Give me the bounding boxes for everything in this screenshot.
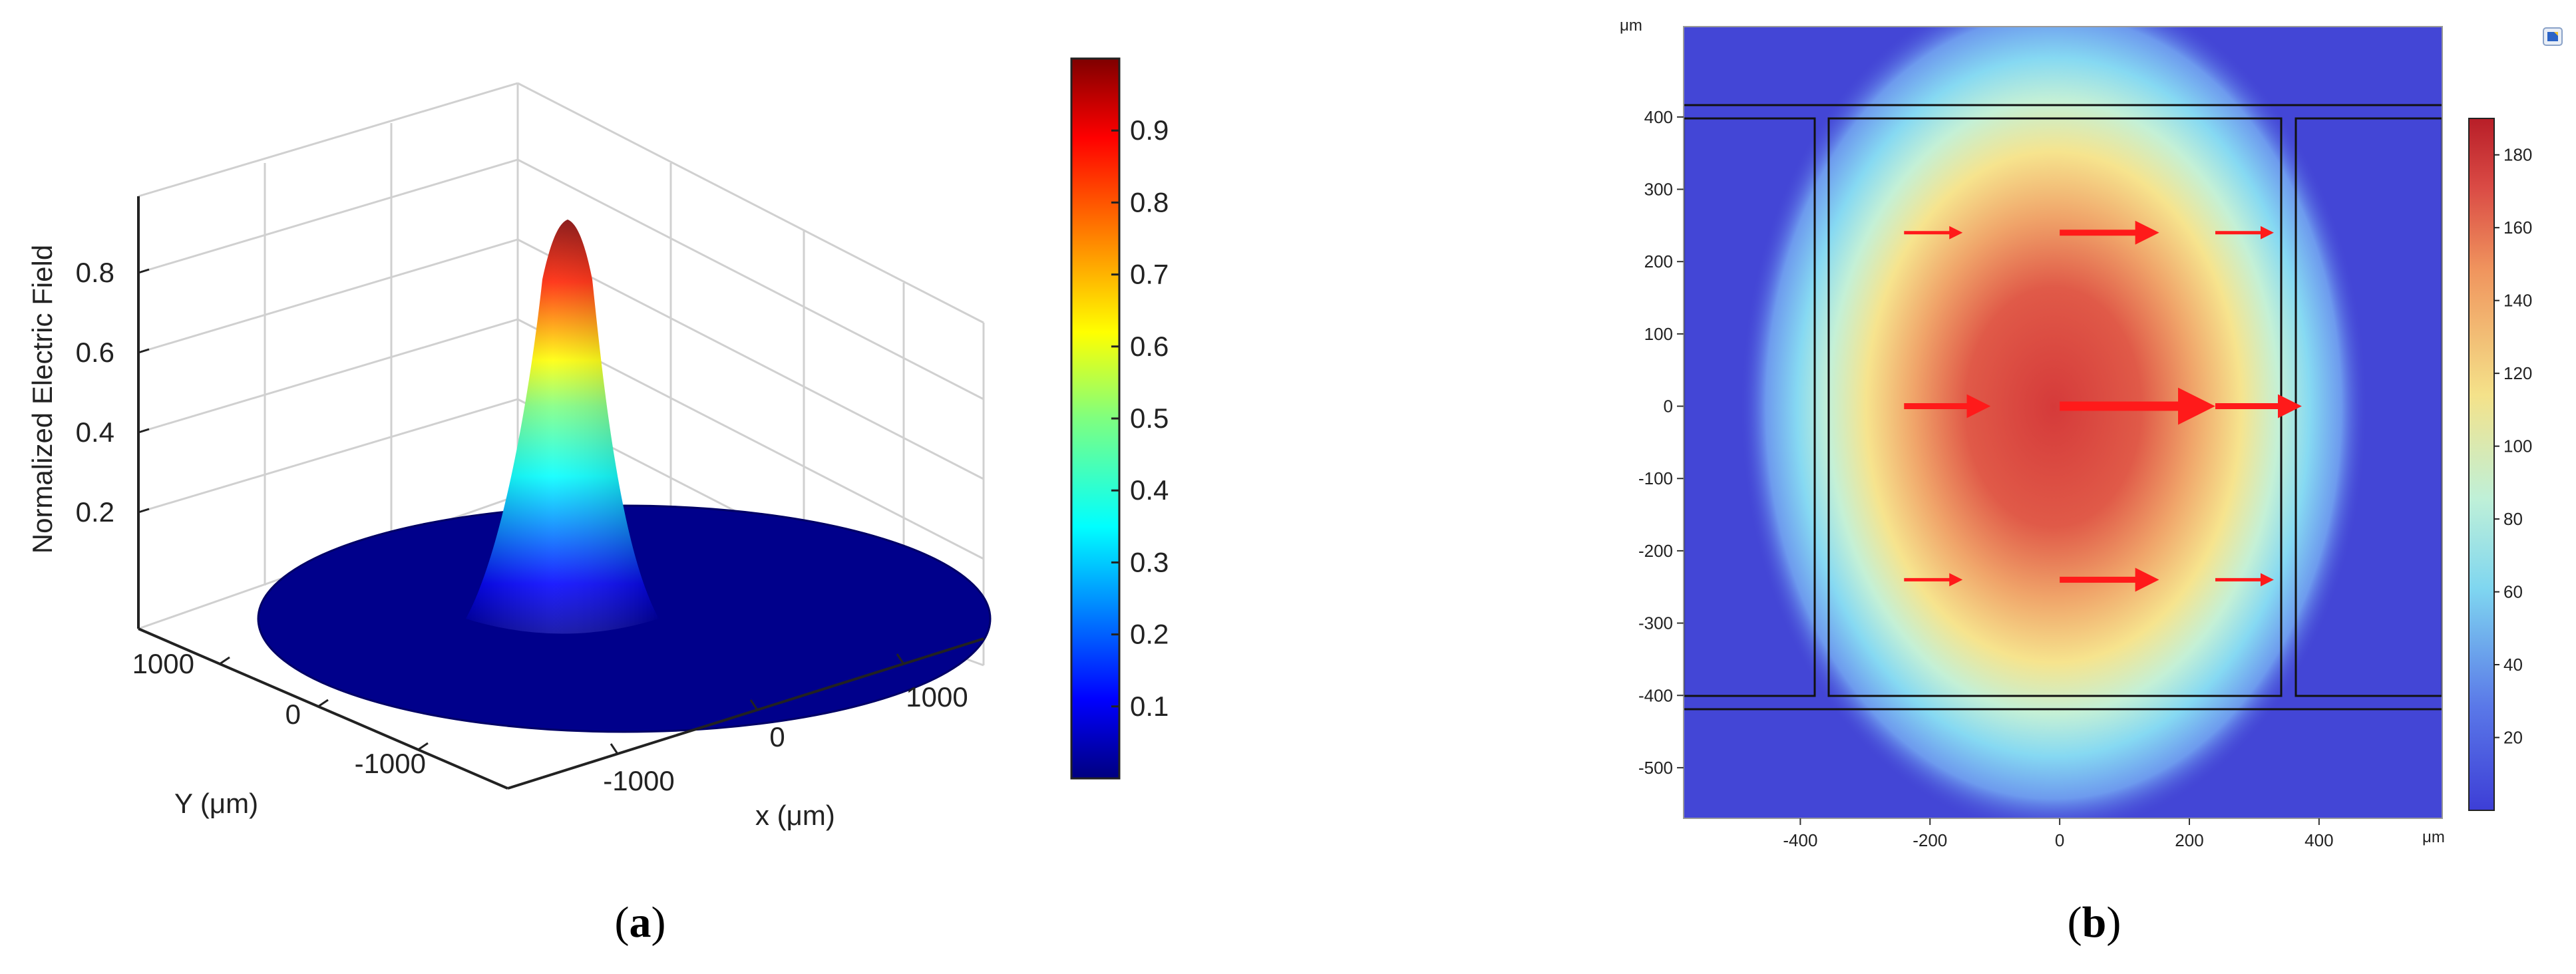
colorbar-b-tick-label: 120 <box>2503 363 2532 383</box>
colorbar-b-tick-label: 80 <box>2503 509 2523 529</box>
colorbar-a-tick-label: 0.7 <box>1130 259 1169 290</box>
heatmap-x-tick-label: -200 <box>1913 830 1947 850</box>
colorbar-a-tick-label: 0.3 <box>1130 546 1169 577</box>
heatmap-y-tick-label: -400 <box>1638 685 1673 705</box>
colorbar-b-tick-label: 100 <box>2503 436 2532 456</box>
heatmap-plot <box>1684 27 2442 818</box>
colorbar-b-ticks: 20 40 60 80 100 120 140 160 180 <box>2494 145 2532 748</box>
axes-3d <box>137 196 984 790</box>
x-tick-label: 1000 <box>906 681 968 713</box>
z-tick-marks <box>138 268 150 514</box>
y-tick-label: 0 <box>285 699 301 730</box>
colorbar-a-tick-label: 0.4 <box>1130 474 1169 506</box>
heatmap-y-tick-label: 100 <box>1644 324 1673 344</box>
z-tick-label: 0.8 <box>76 257 114 288</box>
z-tick-label: 0.6 <box>76 337 114 368</box>
heatmap-y-tick-label: 200 <box>1644 251 1673 271</box>
heatmap-x-ticks: -400 -200 0 200 400 <box>1783 818 2334 850</box>
colorbar-a-tick-label: 0.1 <box>1130 691 1169 722</box>
caption-b: (b) <box>2068 898 2121 947</box>
x-unit-label: μm <box>2422 828 2445 846</box>
x-tick-labels: -1000 0 1000 <box>603 681 968 796</box>
heatmap-y-tick-label: -200 <box>1638 541 1673 561</box>
colorbar-b-tick-label: 60 <box>2503 582 2523 602</box>
heatmap-y-ticks: 400 300 200 100 0 -100 -200 -300 -400 -500 <box>1638 107 1684 778</box>
colorbar-b-tick-label: 140 <box>2503 291 2532 311</box>
z-axis-label: Normalized Electric Field <box>27 245 58 554</box>
heatmap-x-tick-label: 400 <box>2304 830 2333 850</box>
colorbar-b-tick-label: 40 <box>2503 655 2523 675</box>
surface-peak <box>466 220 659 634</box>
heatmap-x-tick-label: -400 <box>1783 830 1817 850</box>
panel-a: 0.8 0.6 0.4 0.2 Normalized Electric Fiel… <box>27 57 1169 947</box>
colorbar-b: 20 40 60 80 100 120 140 160 180 <box>2468 118 2532 811</box>
colorbar-b-tick-label: 20 <box>2503 728 2523 748</box>
heatmap-y-tick-label: -300 <box>1638 613 1673 633</box>
x-tick-label: -1000 <box>603 765 674 796</box>
z-tick-labels: 0.8 0.6 0.4 0.2 <box>76 257 114 528</box>
x-axis-label: x (μm) <box>755 800 835 831</box>
colorbar-a-tick-label: 0.6 <box>1130 331 1169 362</box>
x-tick-label: 0 <box>769 721 785 752</box>
heatmap-x-tick-label: 0 <box>2055 830 2064 850</box>
panel-b: μm μm 4003002001000-100-200-300-400-500 … <box>1620 17 2563 947</box>
toolbar-icon[interactable] <box>2543 27 2563 46</box>
field-arrows <box>1904 220 2302 592</box>
colorbar-a-tick-label: 0.8 <box>1130 186 1169 218</box>
heatmap-y-tick-label: 0 <box>1664 397 1673 416</box>
colorbar-a: 0.1 0.2 0.3 0.4 0.5 0.6 0.7 0.8 0.9 <box>1070 57 1169 780</box>
z-tick-label: 0.2 <box>76 496 114 528</box>
colorbar-b-tick-label: 160 <box>2503 218 2532 238</box>
y-tick-labels: 1000 0 -1000 <box>132 648 426 779</box>
heatmap-y-tick-label: -100 <box>1638 468 1673 488</box>
y-tick-label: -1000 <box>355 748 426 779</box>
heatmap-y-tick-label: -500 <box>1638 758 1673 778</box>
x-axis-ticks <box>610 653 905 754</box>
y-axis-ticks <box>219 656 429 751</box>
caption-a: (a) <box>615 898 666 947</box>
heatmap-x-tick-label: 200 <box>2175 830 2203 850</box>
colorbar-a-tick-label: 0.9 <box>1130 114 1169 146</box>
colorbar-b-tick-label: 180 <box>2503 145 2532 165</box>
heatmap-y-tick-label: 300 <box>1644 180 1673 200</box>
colorbar-a-tick-label: 0.5 <box>1130 403 1169 434</box>
y-unit-label: μm <box>1620 17 1642 35</box>
heatmap-y-tick-label: 400 <box>1644 107 1673 127</box>
z-tick-label: 0.4 <box>76 416 114 448</box>
y-axis-label: Y (μm) <box>174 788 258 819</box>
y-tick-label: 1000 <box>132 648 194 679</box>
colorbar-a-ticks: 0.1 0.2 0.3 0.4 0.5 0.6 0.7 0.8 0.9 <box>1111 114 1169 722</box>
field-hotspot <box>1741 27 2366 818</box>
colorbar-a-tick-label: 0.2 <box>1130 619 1169 650</box>
